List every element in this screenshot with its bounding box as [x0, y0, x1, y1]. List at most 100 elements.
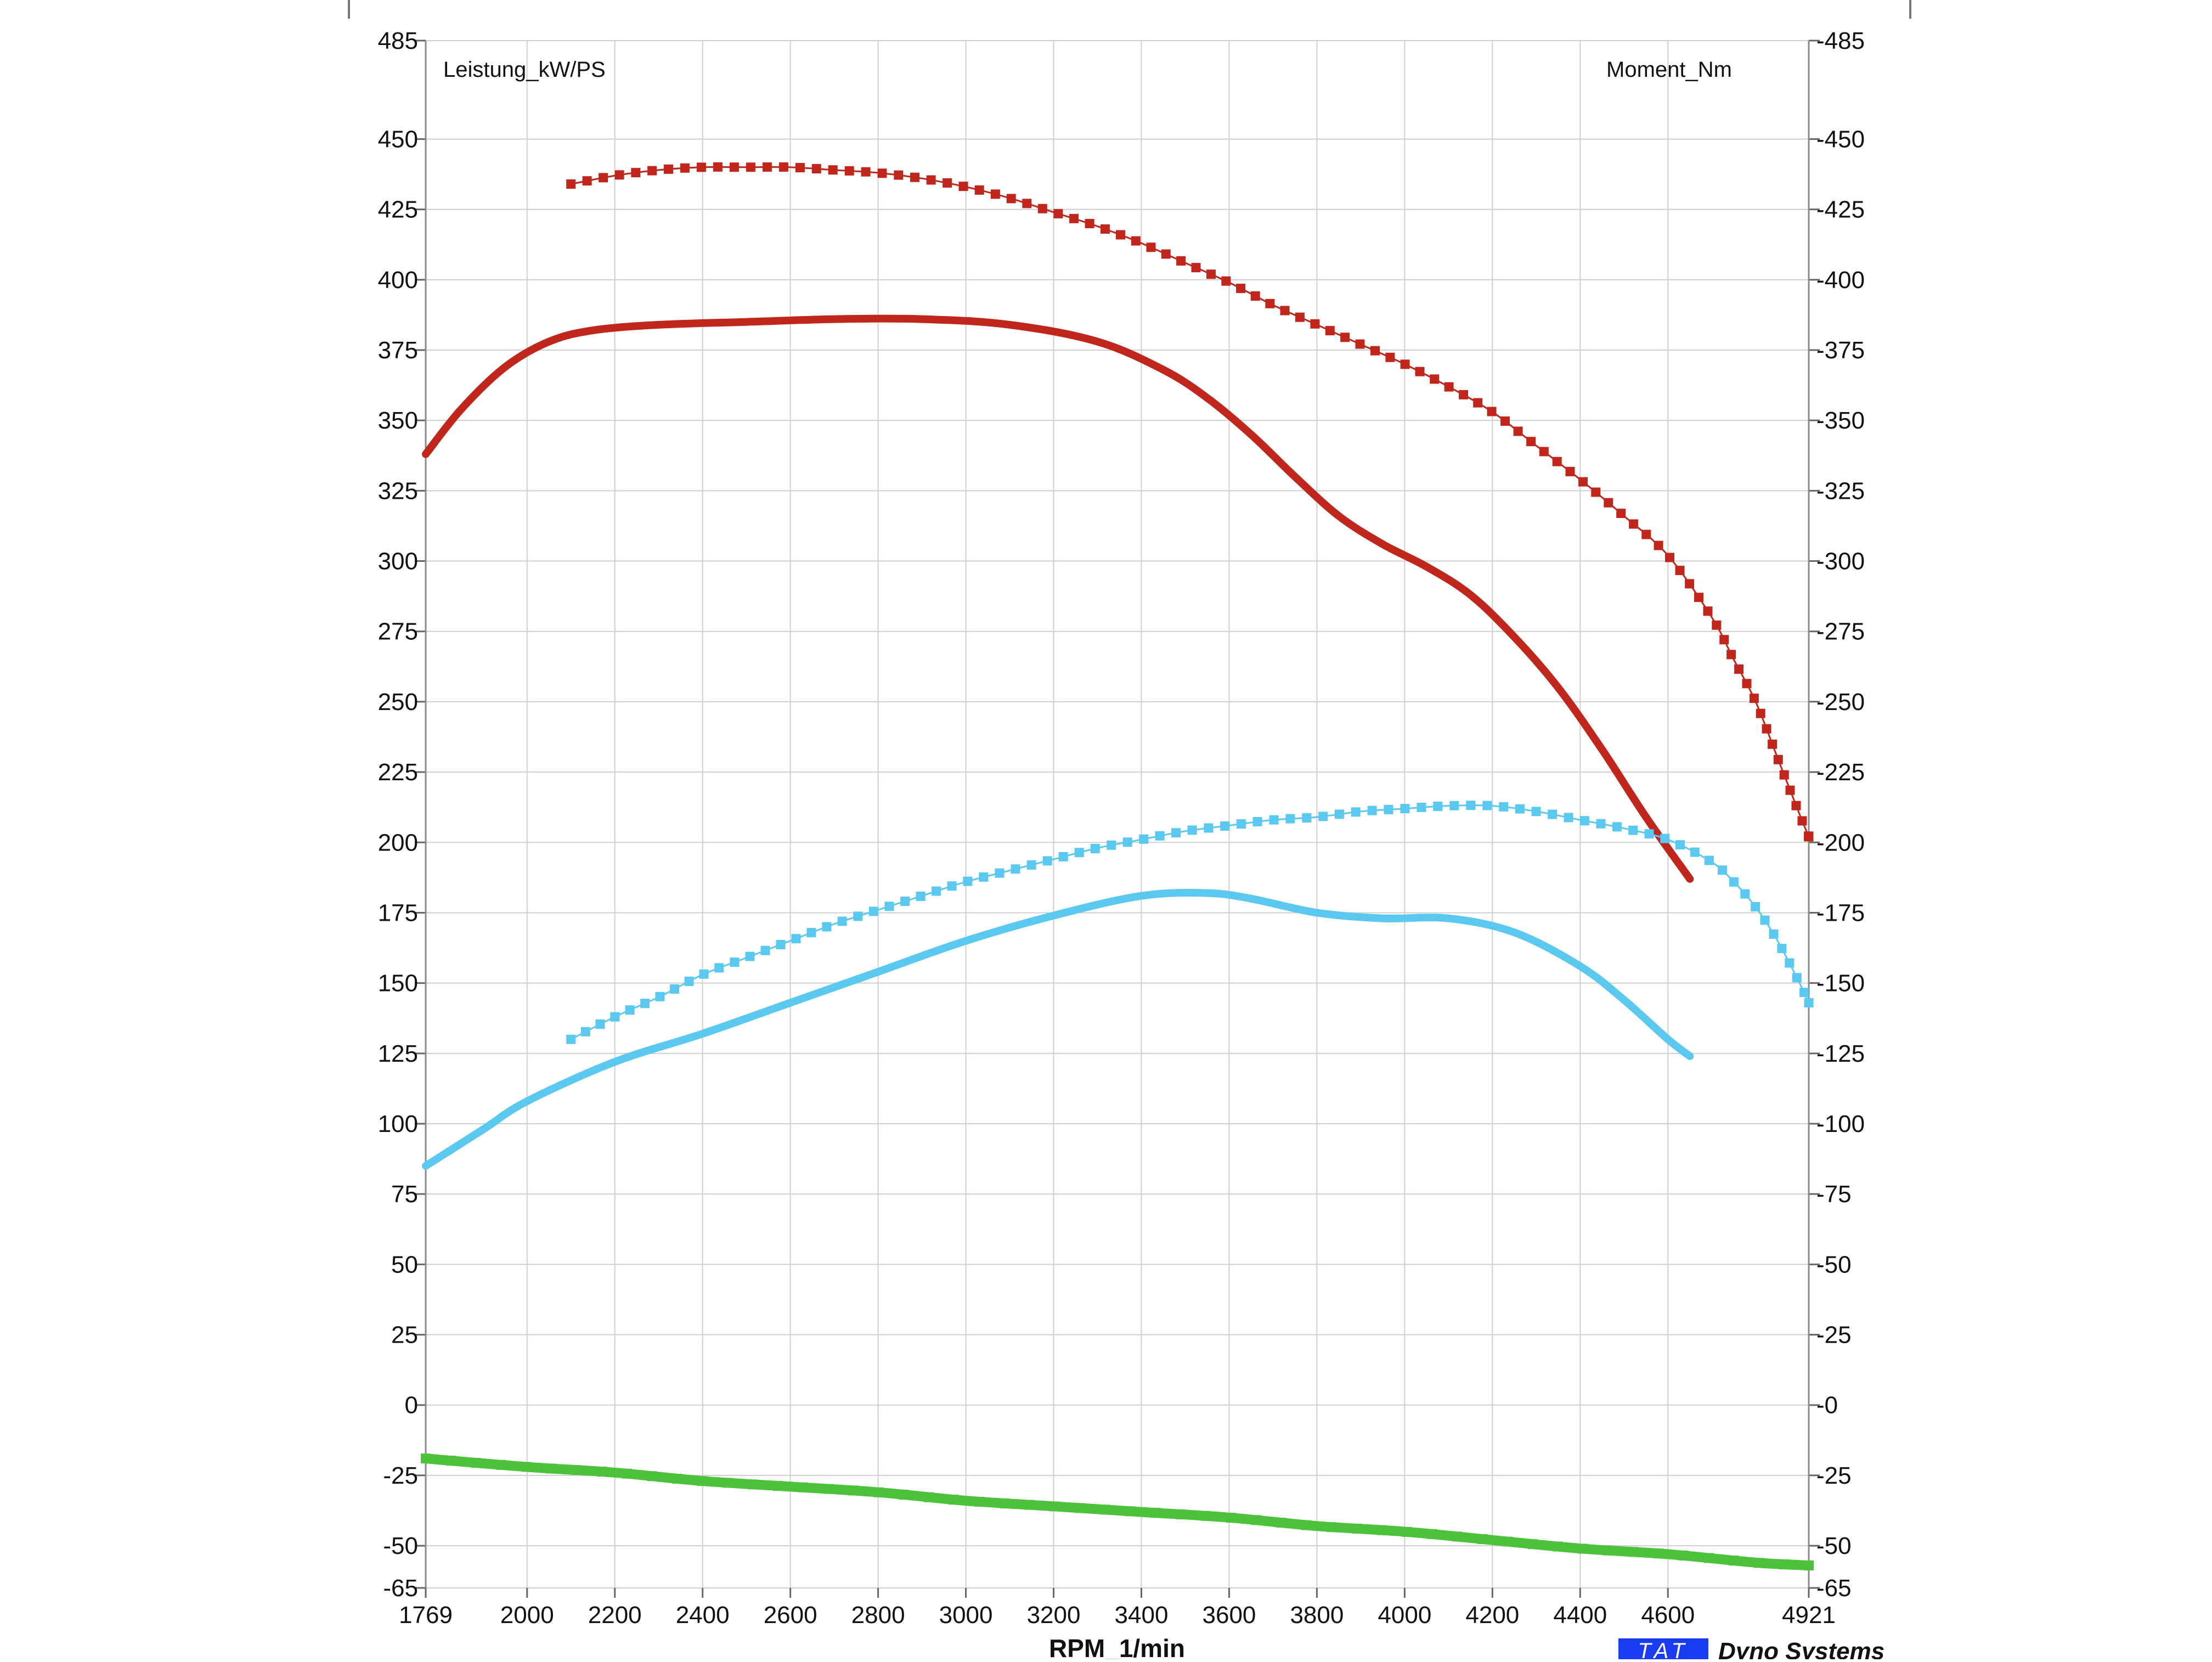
- brand-name: Dyno Systems: [1718, 1638, 1884, 1659]
- series-marker: [1804, 832, 1814, 842]
- series-marker: [1191, 263, 1201, 273]
- series-marker: [979, 872, 989, 882]
- x-tick-label: 4921: [1782, 1602, 1836, 1629]
- data-point: [479, 1126, 487, 1133]
- series-marker: [1049, 1501, 1060, 1512]
- series-marker: [1703, 606, 1713, 616]
- series-marker: [1694, 593, 1703, 602]
- series-marker: [853, 911, 863, 921]
- series-marker: [1161, 249, 1171, 259]
- left-y-tick-label: -50: [383, 1533, 418, 1559]
- right-y-tick-label: -100: [1816, 1111, 1865, 1137]
- series-marker: [990, 189, 1000, 199]
- series-marker: [1675, 840, 1685, 850]
- data-point: [1006, 321, 1013, 328]
- series-marker: [1107, 840, 1116, 850]
- data-point: [1686, 1052, 1694, 1060]
- series-marker: [597, 1467, 607, 1477]
- right-y-tick-label: -150: [1816, 970, 1865, 997]
- series-marker: [1729, 877, 1739, 887]
- series-marker: [1276, 1518, 1286, 1528]
- series-marker: [1628, 1547, 1639, 1557]
- data-point: [1379, 915, 1386, 922]
- series-marker: [572, 1465, 582, 1475]
- series-marker: [595, 1019, 605, 1029]
- series-marker: [1628, 825, 1638, 835]
- right-y-tick-label: -50: [1816, 1533, 1852, 1559]
- series-marker: [1400, 359, 1410, 369]
- right-y-tick-label: -325: [1816, 477, 1865, 504]
- series-marker: [1302, 813, 1312, 823]
- series-marker: [1310, 319, 1320, 329]
- data-point: [1577, 962, 1584, 970]
- data-point: [589, 327, 596, 334]
- series-marker: [1295, 312, 1305, 322]
- series-marker: [1792, 973, 1802, 983]
- series-marker: [1499, 802, 1509, 812]
- series-marker: [1644, 829, 1654, 839]
- data-point: [1664, 1036, 1672, 1043]
- series-marker: [999, 1498, 1009, 1508]
- series-marker: [1785, 958, 1795, 968]
- series-marker: [713, 162, 723, 172]
- series-marker: [1565, 466, 1575, 476]
- series-marker: [1037, 204, 1047, 213]
- series-marker: [1024, 1500, 1035, 1510]
- series-marker: [1351, 807, 1361, 817]
- series-marker: [1678, 1551, 1689, 1560]
- data-point: [918, 316, 926, 323]
- series-marker: [625, 1005, 635, 1015]
- data-point: [1621, 996, 1628, 1004]
- right-y-tick-label: -485: [1816, 27, 1865, 54]
- series-marker: [1742, 679, 1752, 689]
- series-marker: [773, 1481, 783, 1491]
- left-y-tick-label: 175: [378, 899, 418, 926]
- left-y-tick-label: 225: [378, 759, 418, 786]
- series-marker: [762, 162, 772, 172]
- series-marker: [1685, 579, 1695, 589]
- series-marker: [1768, 739, 1778, 749]
- series-marker: [1250, 291, 1260, 301]
- right-y-tick-label: -0: [1816, 1392, 1838, 1419]
- series-marker: [1578, 1543, 1588, 1554]
- series-marker: [1718, 865, 1727, 875]
- series-marker: [1712, 620, 1722, 630]
- series-marker: [1603, 1545, 1613, 1556]
- axes: 1769 2000 2200 2400 2600 2800 3000 3200 3400 3600…: [378, 27, 1865, 1629]
- series-marker: [1301, 1520, 1312, 1530]
- right-y-tick-label: -200: [1816, 829, 1865, 856]
- series-marker: [1749, 694, 1759, 703]
- series-marker: [1777, 944, 1787, 953]
- data-point: [1467, 591, 1474, 599]
- data-point: [1248, 895, 1255, 902]
- series-marker: [995, 868, 1005, 878]
- series-marker: [1719, 635, 1729, 645]
- series-marker: [1703, 1553, 1714, 1563]
- series-marker: [877, 168, 887, 178]
- series-marker: [1318, 812, 1328, 821]
- x-tick-label: 2400: [676, 1602, 730, 1629]
- series-marker: [1751, 902, 1760, 911]
- series-marker: [1026, 860, 1036, 870]
- series-marker: [791, 934, 801, 944]
- series-marker: [1058, 852, 1068, 861]
- series-marker: [974, 185, 984, 195]
- left-y-tick-label: 400: [378, 267, 418, 294]
- series-marker: [1116, 230, 1125, 240]
- series-marker: [1285, 814, 1295, 824]
- series-marker: [664, 164, 673, 174]
- series-marker: [1427, 1529, 1437, 1539]
- series-marker: [873, 1487, 884, 1497]
- series-marker: [1799, 988, 1809, 998]
- x-tick-label: 3200: [1027, 1602, 1081, 1629]
- data-point: [1423, 563, 1430, 570]
- series-marker: [1226, 1513, 1236, 1523]
- left-y-tick-label: -65: [383, 1575, 418, 1602]
- series-marker: [1760, 915, 1770, 925]
- left-y-tick-label: 125: [378, 1040, 418, 1067]
- x-tick-label: 2200: [588, 1602, 642, 1629]
- series-marker: [684, 976, 694, 986]
- series-marker: [1384, 804, 1393, 814]
- x-tick-label: 3400: [1115, 1602, 1169, 1629]
- series-marker: [1340, 333, 1350, 342]
